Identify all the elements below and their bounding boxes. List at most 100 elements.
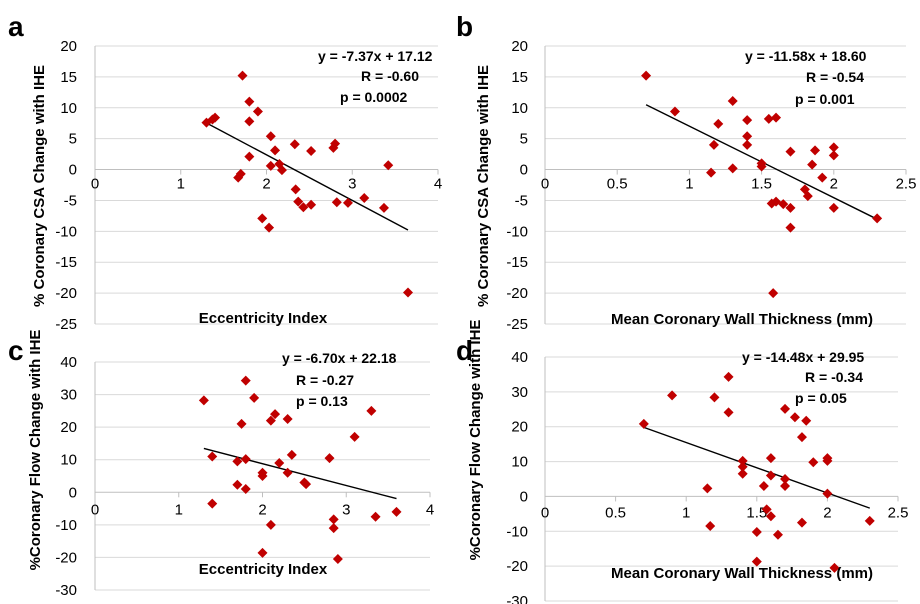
- trendline-segment: [206, 122, 409, 231]
- r-label: R = -0.27: [296, 372, 354, 388]
- data-point: [244, 116, 255, 127]
- data-point: [252, 106, 263, 117]
- y-axis-title: %Coronary Flow Change with IHE: [27, 330, 44, 571]
- data-point: [244, 151, 255, 162]
- p-label: p = 0.13: [296, 393, 348, 409]
- data-point: [705, 521, 716, 532]
- data-point: [265, 131, 276, 142]
- r-label: R = -0.60: [361, 68, 419, 84]
- data-point: [331, 197, 342, 208]
- data-point: [383, 160, 394, 171]
- data-point: [282, 467, 293, 478]
- data-point: [324, 453, 335, 464]
- y-tick-label: -30: [506, 593, 528, 604]
- data-point: [727, 95, 738, 106]
- y-tick-label: 30: [60, 387, 77, 404]
- data-point: [713, 118, 724, 129]
- data-point: [270, 409, 281, 420]
- data-point: [706, 167, 717, 178]
- y-tick-label: 5: [69, 131, 77, 148]
- y-tick-label: 0: [69, 162, 77, 179]
- y-tick-label: 10: [60, 452, 77, 469]
- data-point: [801, 415, 812, 426]
- data-point: [257, 213, 268, 224]
- data-point: [758, 480, 769, 491]
- data-point: [765, 511, 776, 522]
- data-point: [240, 454, 251, 465]
- data-point: [328, 514, 339, 525]
- y-tick-label: -5: [515, 192, 528, 209]
- data-point: [298, 202, 309, 213]
- data-point: [669, 106, 680, 117]
- ticks: 20 15 10 5 0 -5 -10 -15 -20 -25 0 1 2 3 4: [55, 38, 442, 333]
- y-tick-label: 15: [511, 69, 528, 86]
- data-point: [402, 287, 413, 298]
- data-point: [257, 547, 268, 558]
- x-axis-title: Eccentricity Index: [199, 310, 328, 327]
- y-tick-label: -20: [506, 285, 528, 302]
- data-point: [667, 390, 678, 401]
- y-tick-label: 40: [511, 349, 528, 366]
- data-point: [708, 139, 719, 150]
- trendline: [643, 426, 870, 509]
- x-tick-label: 2: [823, 504, 831, 521]
- x-tick-label: 0.5: [605, 504, 626, 521]
- panel-letter: c: [8, 335, 24, 366]
- data-point: [232, 479, 243, 490]
- data-point: [751, 526, 762, 537]
- panel-letter: b: [456, 11, 473, 42]
- data-point: [737, 461, 748, 472]
- data-point: [702, 483, 713, 494]
- data-point: [290, 184, 301, 195]
- y-tick-label: -5: [64, 192, 77, 209]
- data-point: [765, 470, 776, 481]
- panel-d: d 40 30 20 10 0 -10 -20 -30 0 0.5 1 1.5 2 2.5 y = -14…: [456, 320, 908, 604]
- data-point: [270, 145, 281, 156]
- data-point: [772, 529, 783, 540]
- data-point: [822, 488, 833, 499]
- y-tick-label: -25: [55, 316, 77, 333]
- data-point: [778, 199, 789, 210]
- y-tick-label: 0: [520, 162, 528, 179]
- y-tick-label: 10: [511, 454, 528, 471]
- data-point: [274, 457, 285, 468]
- equation-label: y = -11.58x + 18.60: [745, 48, 867, 64]
- grid: [544, 45, 907, 325]
- x-axis-title: Mean Coronary Wall Thickness (mm): [611, 311, 873, 328]
- trendline: [203, 447, 397, 500]
- panel-a: a 20 15 10 5 0 -5 -10 -15 -20 -25 0 1 2 3 4 y = -7.37x…: [8, 11, 442, 333]
- x-tick-label: 0: [91, 501, 99, 518]
- x-tick-label: 4: [434, 176, 442, 193]
- x-tick-label: 0.5: [607, 176, 628, 193]
- x-tick-label: 1: [682, 504, 690, 521]
- x-tick-label: 2: [258, 501, 266, 518]
- points: [201, 70, 413, 298]
- panel-letter: d: [456, 335, 473, 366]
- data-point: [807, 159, 818, 170]
- y-tick-label: 30: [511, 384, 528, 401]
- x-tick-label: 0: [91, 176, 99, 193]
- data-point: [198, 395, 209, 406]
- x-tick-label: 0: [541, 504, 549, 521]
- y-tick-label: 10: [511, 100, 528, 117]
- data-point: [768, 288, 779, 299]
- data-point: [829, 562, 840, 573]
- data-point: [210, 112, 221, 123]
- data-point: [349, 431, 360, 442]
- ticks: 20 15 10 5 0 -5 -10 -15 -20 -25 0 0.5 1 1.5 2 2.5: [506, 38, 916, 333]
- points: [638, 371, 875, 573]
- data-point: [236, 418, 247, 429]
- data-point: [265, 160, 276, 171]
- data-point: [785, 222, 796, 233]
- data-point: [233, 172, 244, 183]
- panel-b: b 20 15 10 5 0 -5 -10 -15 -20 -25 0 0.5 1 1.5 2 2.5 y =…: [456, 11, 916, 333]
- data-point: [872, 213, 883, 224]
- points: [641, 70, 883, 299]
- y-tick-label: 40: [60, 354, 77, 371]
- x-tick-label: 2.5: [896, 176, 917, 193]
- data-point: [282, 414, 293, 424]
- data-point: [742, 131, 753, 142]
- data-point: [391, 506, 402, 517]
- data-point: [207, 451, 218, 462]
- data-point: [828, 150, 839, 161]
